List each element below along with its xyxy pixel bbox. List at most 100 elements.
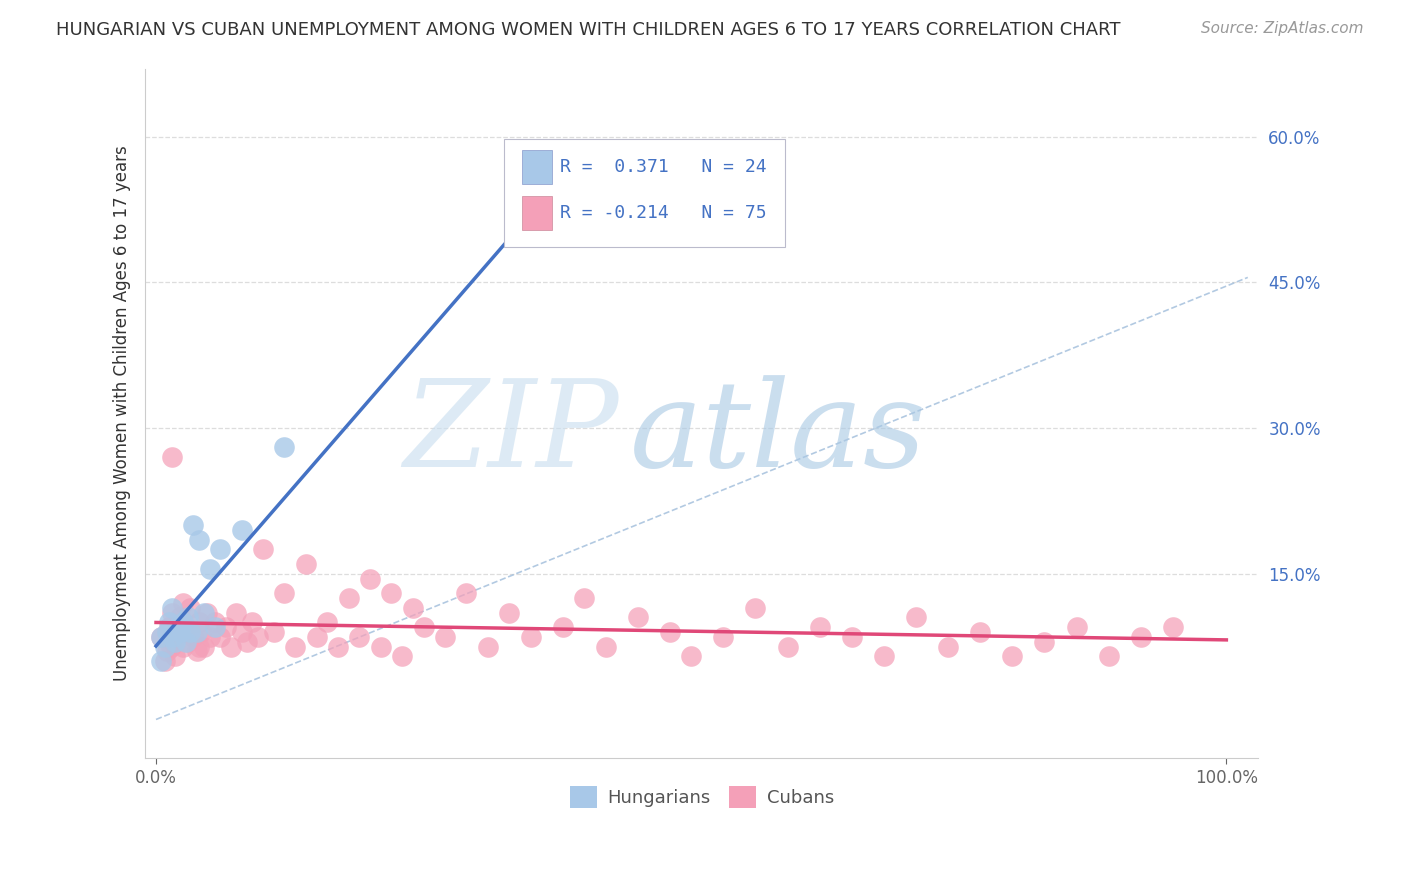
Point — [295, 557, 318, 571]
Point — [153, 640, 176, 654]
Point — [808, 620, 831, 634]
Point — [209, 542, 232, 557]
Point — [198, 630, 221, 644]
Point — [169, 625, 191, 640]
Point — [150, 630, 173, 644]
Point — [904, 610, 927, 624]
Point — [1161, 620, 1184, 634]
Point — [349, 630, 371, 644]
Point — [498, 606, 520, 620]
Text: R = -0.214   N = 75: R = -0.214 N = 75 — [560, 204, 766, 222]
Point — [153, 654, 176, 668]
Point — [1001, 649, 1024, 664]
Point — [183, 518, 205, 533]
Y-axis label: Unemployment Among Women with Children Ages 6 to 17 years: Unemployment Among Women with Children A… — [114, 145, 131, 681]
Point — [658, 625, 681, 640]
Point — [172, 640, 194, 654]
Text: Source: ZipAtlas.com: Source: ZipAtlas.com — [1201, 21, 1364, 36]
Point — [157, 620, 180, 634]
Point — [179, 625, 201, 640]
Point — [174, 634, 197, 648]
Point — [165, 649, 187, 664]
Point — [150, 654, 173, 668]
Point — [337, 591, 360, 605]
Point — [326, 640, 349, 654]
Point — [273, 586, 295, 600]
Point — [776, 640, 799, 654]
Point — [359, 572, 381, 586]
Point — [160, 606, 183, 620]
Point — [519, 227, 541, 241]
Text: HUNGARIAN VS CUBAN UNEMPLOYMENT AMONG WOMEN WITH CHILDREN AGES 6 TO 17 YEARS COR: HUNGARIAN VS CUBAN UNEMPLOYMENT AMONG WO… — [56, 21, 1121, 38]
Point — [160, 600, 183, 615]
Point — [190, 625, 212, 640]
Legend: Hungarians, Cubans: Hungarians, Cubans — [562, 779, 841, 815]
Point — [156, 644, 179, 658]
Point — [305, 630, 328, 644]
Point — [219, 640, 242, 654]
Point — [316, 615, 339, 630]
Point — [1097, 649, 1119, 664]
Point — [1033, 634, 1056, 648]
Point — [209, 630, 232, 644]
Point — [150, 630, 173, 644]
Point — [873, 649, 896, 664]
Point — [434, 630, 457, 644]
Point — [165, 634, 187, 648]
Point — [179, 600, 201, 615]
Point — [169, 610, 191, 624]
Point — [231, 625, 253, 640]
Point — [236, 634, 259, 648]
Point — [412, 620, 434, 634]
Point — [841, 630, 863, 644]
Point — [160, 630, 183, 644]
Point — [519, 630, 541, 644]
Point — [177, 634, 200, 648]
Point — [1066, 620, 1088, 634]
Point — [204, 615, 226, 630]
Point — [166, 620, 188, 634]
Text: ZIP: ZIP — [404, 376, 619, 492]
Point — [572, 591, 595, 605]
Point — [402, 600, 425, 615]
Point — [193, 606, 215, 620]
Point — [187, 615, 209, 630]
Point — [263, 625, 285, 640]
Point — [186, 625, 208, 640]
Point — [156, 625, 179, 640]
Point — [198, 562, 221, 576]
Point — [157, 615, 180, 630]
Point — [186, 644, 208, 658]
Point — [370, 640, 392, 654]
Point — [711, 630, 734, 644]
Text: R =  0.371   N = 24: R = 0.371 N = 24 — [560, 158, 766, 176]
Point — [160, 640, 183, 654]
Point — [1129, 630, 1152, 644]
Point — [936, 640, 959, 654]
Point — [681, 649, 703, 664]
Point — [284, 640, 307, 654]
Point — [240, 615, 263, 630]
Point — [174, 620, 197, 634]
Point — [172, 596, 194, 610]
Point — [627, 610, 650, 624]
Point — [246, 630, 269, 644]
Point — [391, 649, 413, 664]
Point — [166, 625, 188, 640]
Point — [187, 533, 209, 547]
Point — [273, 441, 295, 455]
Point — [225, 606, 247, 620]
Point — [187, 640, 209, 654]
Point — [204, 620, 226, 634]
Point — [456, 586, 478, 600]
Point — [969, 625, 991, 640]
Point — [214, 620, 236, 634]
Point — [172, 615, 194, 630]
Point — [477, 640, 499, 654]
Point — [183, 630, 205, 644]
Point — [380, 586, 402, 600]
Point — [162, 634, 184, 648]
Point — [160, 450, 183, 464]
Point — [193, 640, 215, 654]
Point — [197, 606, 219, 620]
